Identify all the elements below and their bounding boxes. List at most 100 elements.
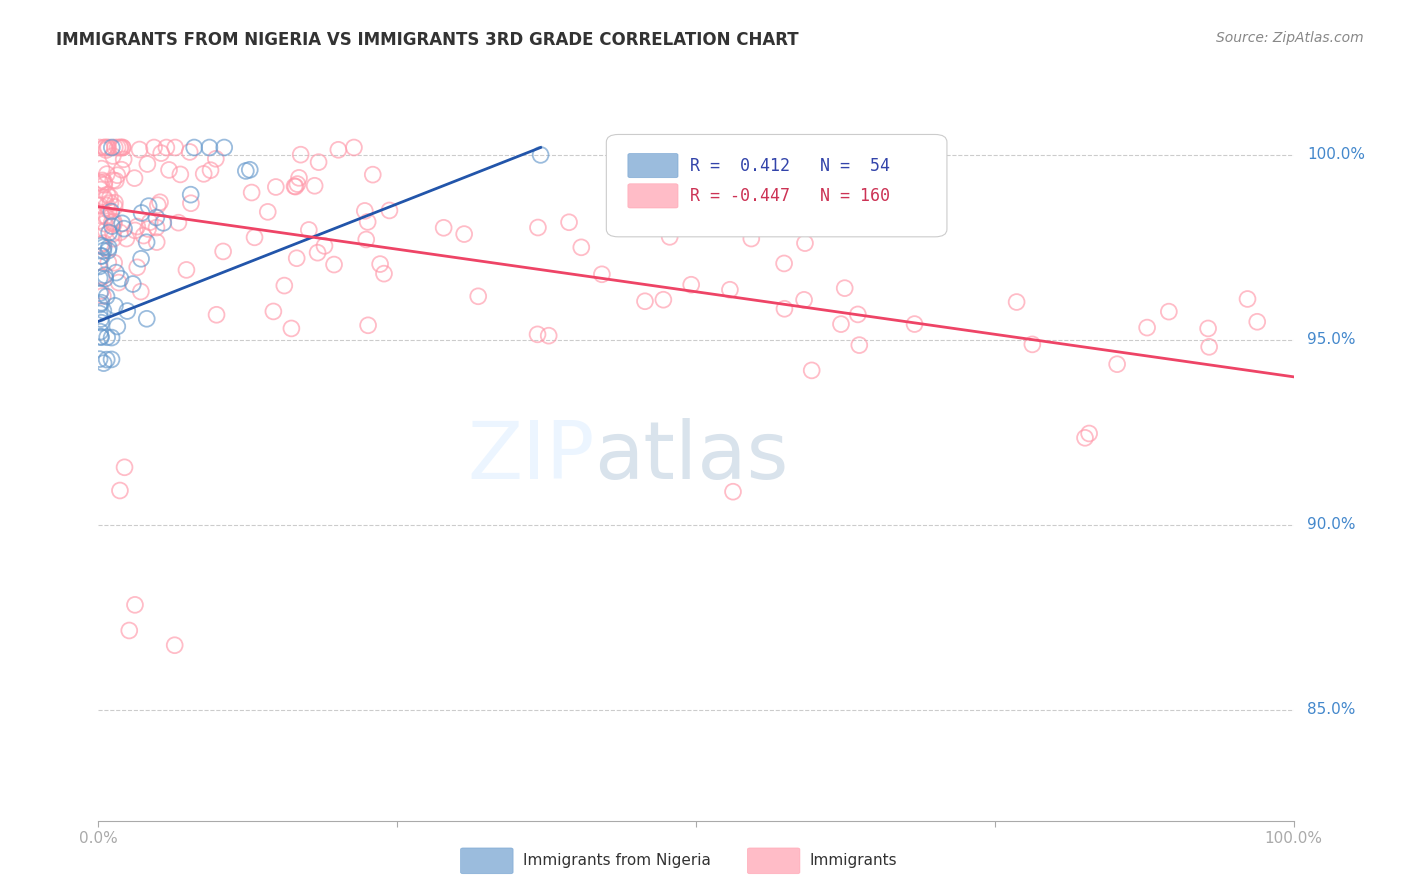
Point <box>90 312 112 326</box>
Point <box>96 187 118 202</box>
Point <box>357 215 380 229</box>
Text: R = -0.447   N = 160: R = -0.447 N = 160 <box>690 187 890 205</box>
Point <box>94 271 117 285</box>
Point <box>205 308 228 322</box>
Point <box>93 240 115 254</box>
Point <box>90 249 112 263</box>
Point <box>89 183 111 197</box>
Point <box>307 245 329 260</box>
Point <box>93 235 115 250</box>
Point <box>94 143 117 157</box>
Point <box>103 256 125 270</box>
Point <box>180 187 202 202</box>
Point <box>105 266 128 280</box>
Point <box>101 149 124 163</box>
Point <box>104 174 127 188</box>
Point <box>658 230 681 244</box>
Point <box>308 155 330 169</box>
Point <box>165 140 187 154</box>
FancyBboxPatch shape <box>606 135 946 237</box>
Point <box>287 177 309 191</box>
Point <box>527 220 550 235</box>
Point <box>157 162 180 177</box>
Point <box>115 231 138 245</box>
Point <box>96 352 118 367</box>
Point <box>89 352 111 367</box>
Point <box>90 209 112 223</box>
Point <box>89 286 111 301</box>
Point <box>240 186 263 200</box>
Point <box>114 460 136 475</box>
Point <box>89 237 111 252</box>
Point <box>139 215 162 229</box>
Point <box>138 199 160 213</box>
Point <box>96 140 118 154</box>
Point <box>848 338 870 352</box>
Point <box>90 295 112 310</box>
Point <box>830 317 852 331</box>
Point <box>90 316 112 330</box>
Point <box>288 170 311 185</box>
Point <box>283 179 305 194</box>
Point <box>200 163 222 178</box>
Point <box>129 285 152 299</box>
Text: 85.0%: 85.0% <box>1308 702 1355 717</box>
Point <box>100 352 122 367</box>
Point <box>135 235 157 250</box>
Point <box>97 203 120 218</box>
Point <box>256 205 278 219</box>
Point <box>110 271 132 285</box>
Point <box>284 179 307 194</box>
Point <box>96 330 118 344</box>
Point <box>124 171 146 186</box>
Point <box>112 153 135 167</box>
Point <box>373 267 395 281</box>
Point <box>89 271 111 285</box>
Point <box>111 140 134 154</box>
Point <box>378 203 401 218</box>
Point <box>89 306 111 320</box>
Point <box>273 278 295 293</box>
Point <box>298 223 321 237</box>
Point <box>155 140 177 154</box>
Point <box>149 195 172 210</box>
Point <box>634 294 657 309</box>
Point <box>433 220 456 235</box>
Point <box>800 363 823 377</box>
Point <box>529 148 551 162</box>
Point <box>101 215 124 229</box>
Point <box>794 236 817 251</box>
Point <box>105 168 128 182</box>
Point <box>89 260 111 274</box>
Point <box>681 277 703 292</box>
Point <box>107 276 129 290</box>
Point <box>243 230 266 244</box>
Point <box>104 200 127 214</box>
Point <box>152 216 174 230</box>
Point <box>354 232 377 246</box>
Point <box>101 227 124 241</box>
Point <box>136 222 159 236</box>
Point <box>127 219 149 234</box>
Point <box>121 277 143 291</box>
Point <box>526 327 548 342</box>
Point <box>290 147 312 161</box>
Point <box>280 321 302 335</box>
Point <box>176 263 198 277</box>
Point <box>101 219 124 234</box>
Point <box>179 145 201 159</box>
Point <box>132 228 155 243</box>
Point <box>1136 320 1159 334</box>
Point <box>1157 304 1180 318</box>
Point <box>108 483 131 498</box>
Point <box>98 226 121 240</box>
Point <box>98 190 121 204</box>
Point <box>205 152 228 166</box>
Point <box>103 217 125 231</box>
FancyBboxPatch shape <box>461 848 513 874</box>
Point <box>97 241 120 255</box>
Point <box>903 317 925 331</box>
Point <box>314 239 336 253</box>
Point <box>793 293 815 307</box>
Point <box>235 164 257 178</box>
